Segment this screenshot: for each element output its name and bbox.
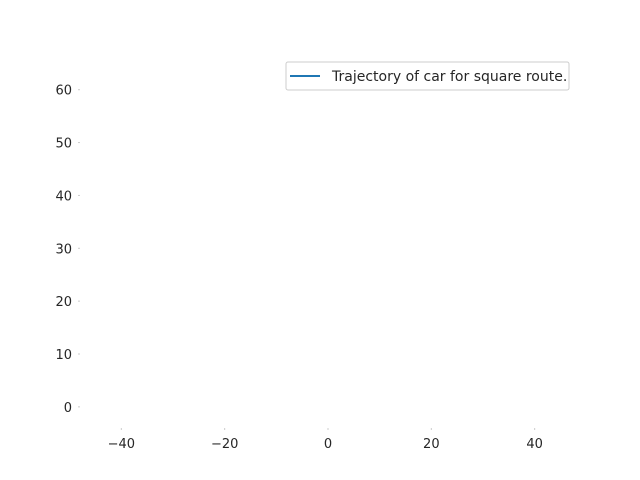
x-tick-label: 20 <box>423 437 440 452</box>
y-tick-label: 20 <box>55 295 72 310</box>
x-axis-ticks: −40 −20 0 20 40 <box>108 428 543 452</box>
y-tick-label: 0 <box>64 401 72 416</box>
x-tick-label: −20 <box>211 437 238 452</box>
y-tick-label: 10 <box>55 348 72 363</box>
legend: Trajectory of car for square route. <box>285 61 570 91</box>
legend-entry-label: Trajectory of car for square route. <box>331 69 567 85</box>
y-tick-label: 30 <box>55 242 72 257</box>
y-tick-label: 50 <box>55 137 72 152</box>
x-tick-label: 0 <box>324 437 332 452</box>
legend-frame <box>285 61 570 91</box>
x-tick-label: 40 <box>526 437 543 452</box>
y-tick-label: 60 <box>55 84 72 99</box>
y-axis-ticks: 0 10 20 30 40 50 60 <box>55 84 80 416</box>
x-tick-label: −40 <box>108 437 135 452</box>
y-tick-label: 40 <box>55 189 72 204</box>
